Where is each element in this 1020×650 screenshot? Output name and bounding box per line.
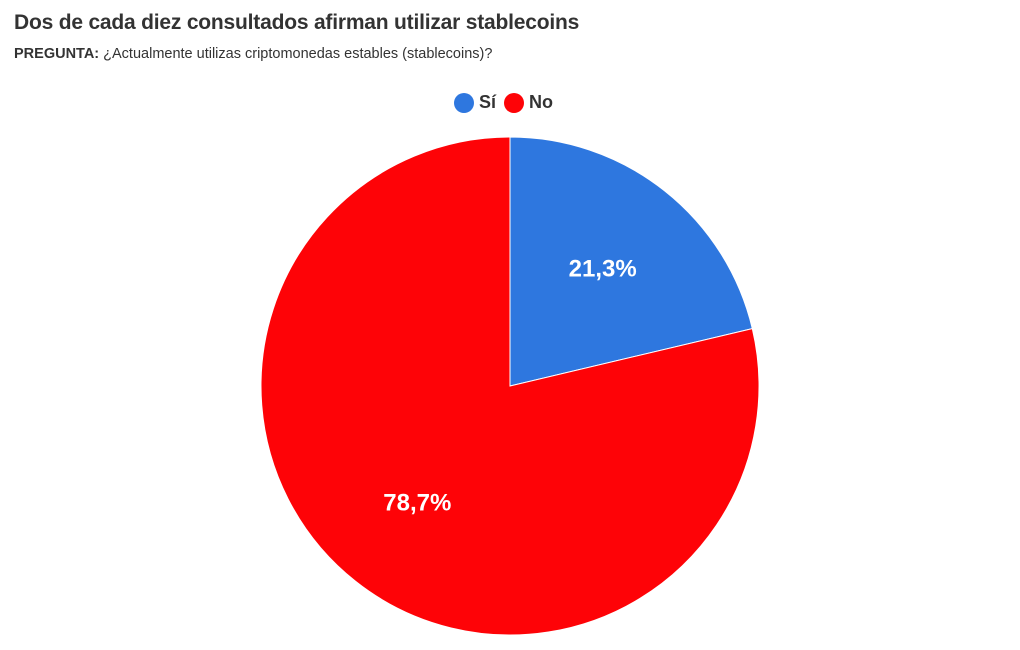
pie-slice-si[interactable] bbox=[509, 136, 753, 387]
pie-slice-no[interactable] bbox=[260, 136, 760, 636]
legend-item-no[interactable]: No bbox=[504, 92, 553, 113]
legend-item-si[interactable]: Sí bbox=[453, 92, 496, 113]
chart-title: Dos de cada diez consultados afirman uti… bbox=[14, 11, 580, 34]
legend-label-no: No bbox=[529, 92, 553, 112]
legend-swatch-si bbox=[453, 92, 474, 113]
chart-legend: Sí No bbox=[0, 92, 1007, 113]
legend-label-si: Sí bbox=[478, 92, 496, 112]
subtitle-prefix: PREGUNTA: bbox=[14, 46, 100, 62]
chart-subtitle: PREGUNTA: ¿Actualmente utilizas criptomo… bbox=[14, 46, 492, 62]
data-label-si: 21,3% bbox=[569, 255, 637, 282]
subtitle-text: ¿Actualmente utilizas criptomonedas esta… bbox=[103, 46, 493, 62]
data-label-no: 78,7% bbox=[383, 490, 451, 517]
legend-swatch-no bbox=[504, 92, 524, 113]
